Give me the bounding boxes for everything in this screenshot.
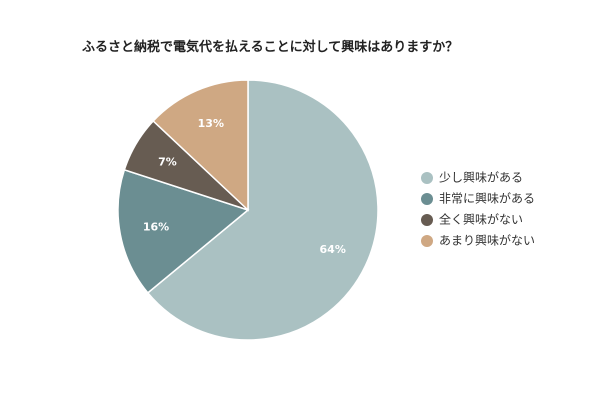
slice-value-label-4: 13% bbox=[198, 117, 224, 130]
legend-label-3: 全く興味がない bbox=[439, 212, 523, 227]
pie-slice-4 bbox=[152, 79, 249, 212]
slice-value-label-1: 64% bbox=[320, 243, 346, 256]
chart-title: ふるさと納税で電気代を払えることに対して興味はありますか？ bbox=[82, 40, 459, 55]
pie-slice-2 bbox=[117, 168, 250, 294]
legend-label-2: 非常に興味がある bbox=[439, 191, 535, 206]
legend-marker-2 bbox=[421, 193, 433, 205]
pie-slice-1 bbox=[146, 79, 379, 341]
legend-label-4: あまり興味がない bbox=[439, 233, 535, 248]
legend-marker-3 bbox=[421, 214, 433, 226]
legend-label-1: 少し興味がある bbox=[439, 170, 523, 185]
slice-value-label-3: 7% bbox=[158, 155, 177, 168]
legend-marker-4 bbox=[421, 235, 433, 247]
legend-marker-1 bbox=[421, 172, 433, 184]
pie-slices bbox=[117, 79, 379, 341]
slice-value-label-2: 16% bbox=[143, 221, 169, 234]
pie-value-labels: 64% 16% 7% 13% bbox=[143, 117, 346, 256]
